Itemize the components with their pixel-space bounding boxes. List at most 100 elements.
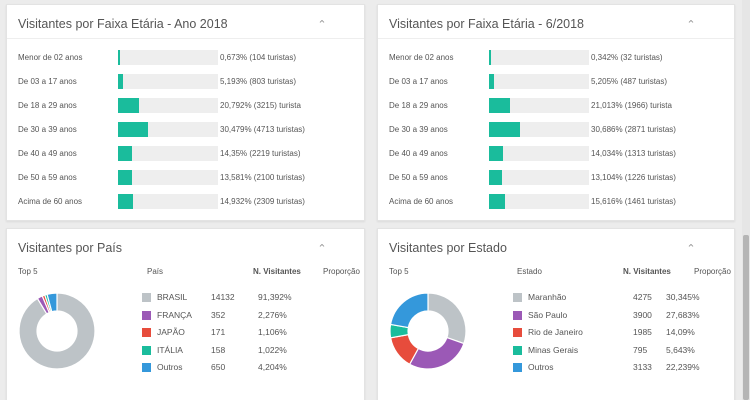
- legend-name: Maranhão: [528, 292, 567, 302]
- legend-name: ITÁLIA: [157, 344, 183, 355]
- age-label: De 50 a 59 anos: [18, 173, 77, 182]
- age-label: De 03 a 17 anos: [18, 77, 77, 86]
- scrollbar-thumb[interactable]: [743, 235, 749, 400]
- age-label: De 40 a 49 anos: [18, 149, 77, 158]
- legend-name: Rio de Janeiro: [528, 327, 583, 337]
- donut-slice-s-o-paulo[interactable]: [408, 336, 465, 370]
- bar-track: [489, 50, 589, 65]
- bar-track: [118, 50, 218, 65]
- bar-value-label: 20,792% (3215) turista: [220, 101, 301, 110]
- bar-value-label: 0,342% (32 turistas): [591, 53, 663, 62]
- legend-swatch: [513, 293, 522, 302]
- legend-share: 1,106%: [258, 327, 287, 337]
- bar-fill: [489, 170, 503, 185]
- panel-title: Visitantes por Faixa Etária - 6/2018: [389, 17, 585, 31]
- legend-swatch: [142, 310, 151, 320]
- legend-share: 5,643%: [666, 344, 695, 355]
- bar-track: [118, 170, 218, 185]
- age-label: De 18 a 29 anos: [18, 101, 77, 110]
- chevron-up-icon[interactable]: ⌃: [686, 19, 696, 31]
- bar-track: [489, 146, 589, 161]
- age-row: De 30 a 39 anos 30,479% (4713 turistas): [7, 122, 364, 138]
- age-row: De 40 a 49 anos 14,35% (2219 turistas): [7, 146, 364, 162]
- age-panel-062018: Visitantes por Faixa Etária - 6/2018 ⌃ M…: [377, 4, 735, 221]
- chevron-up-icon[interactable]: ⌃: [686, 243, 696, 255]
- bar-value-label: 0,673% (104 turistas): [220, 53, 297, 62]
- legend-row: ITÁLIA 158 1,022%: [142, 344, 337, 358]
- bar-value-label: 15,616% (1461 turistas): [591, 197, 676, 206]
- age-row: De 40 a 49 anos 14,034% (1313 turistas): [378, 146, 734, 162]
- age-row: Acima de 60 anos 15,616% (1461 turistas): [378, 194, 734, 210]
- divider: [378, 38, 734, 39]
- legend-share: 4,204%: [258, 362, 287, 372]
- bar-fill: [118, 122, 149, 137]
- chevron-up-icon[interactable]: ⌃: [317, 243, 327, 255]
- top-label: Top 5: [18, 267, 38, 276]
- age-label: Acima de 60 anos: [389, 197, 454, 206]
- bar-fill: [118, 146, 133, 161]
- age-row: Menor de 02 anos 0,342% (32 turistas): [378, 50, 734, 66]
- bar-fill: [489, 194, 505, 209]
- legend-row: Outros 3133 22,239%: [513, 361, 708, 375]
- col-visitors-header: N. Visitantes: [253, 267, 301, 276]
- legend-name: São Paulo: [528, 309, 568, 320]
- bar-fill: [489, 146, 504, 161]
- top-label: Top 5: [389, 267, 409, 276]
- legend-row: Maranhão 4275 30,345%: [513, 291, 708, 305]
- bar-fill: [118, 50, 120, 65]
- bar-value-label: 21,013% (1966) turista: [591, 101, 672, 110]
- age-label: De 18 a 29 anos: [389, 101, 448, 110]
- bar-fill: [118, 74, 124, 89]
- bar-track: [489, 122, 589, 137]
- state-panel: Visitantes por Estado ⌃ Top 5 Estado N. …: [377, 228, 735, 400]
- country-panel: Visitantes por País ⌃ Top 5 País N. Visi…: [6, 228, 365, 400]
- legend-name: Outros: [528, 362, 554, 372]
- bar-value-label: 5,193% (803 turistas): [220, 77, 297, 86]
- chevron-up-icon[interactable]: ⌃: [317, 19, 327, 31]
- bar-value-label: 30,686% (2871 turistas): [591, 125, 676, 134]
- age-label: De 30 a 39 anos: [389, 125, 448, 134]
- bar-value-label: 13,581% (2100 turistas): [220, 173, 305, 182]
- legend-visitors: 14132: [211, 292, 235, 302]
- legend-share: 1,022%: [258, 344, 287, 355]
- page-scrollbar[interactable]: [742, 0, 750, 400]
- legend-row: Rio de Janeiro 1985 14,09%: [513, 326, 708, 340]
- age-row: De 03 a 17 anos 5,193% (803 turistas): [7, 74, 364, 90]
- bar-track: [489, 74, 589, 89]
- panel-title: Visitantes por Estado: [389, 241, 507, 255]
- age-row: De 18 a 29 anos 21,013% (1966) turista: [378, 98, 734, 114]
- donut-slice-outros[interactable]: [46, 292, 58, 313]
- bar-fill: [118, 98, 139, 113]
- age-label: Menor de 02 anos: [18, 53, 83, 62]
- bar-fill: [489, 50, 491, 65]
- age-panel-2018: Visitantes por Faixa Etária - Ano 2018 ⌃…: [6, 4, 365, 221]
- bar-value-label: 14,932% (2309 turistas): [220, 197, 305, 206]
- legend-row: BRASIL 14132 91,392%: [142, 291, 337, 305]
- legend-name: FRANÇA: [157, 309, 192, 320]
- legend-visitors: 650: [211, 362, 226, 372]
- bar-value-label: 5,205% (487 turistas): [591, 77, 668, 86]
- age-row: De 50 a 59 anos 13,104% (1226 turistas): [378, 170, 734, 186]
- bar-fill: [489, 74, 495, 89]
- country-donut-chart: [18, 292, 96, 370]
- legend-visitors: 3133: [633, 362, 652, 372]
- legend-swatch: [513, 363, 522, 372]
- col-visitors-header: N. Visitantes: [623, 267, 671, 276]
- col-name-header: País: [147, 267, 164, 276]
- legend-share: 2,276%: [258, 309, 287, 320]
- donut-slice-maranh-o[interactable]: [427, 292, 467, 345]
- age-row: Acima de 60 anos 14,932% (2309 turistas): [7, 194, 364, 210]
- age-row: Menor de 02 anos 0,673% (104 turistas): [7, 50, 364, 66]
- donut-slice-brasil[interactable]: [18, 292, 96, 370]
- bar-track: [118, 194, 218, 209]
- divider: [7, 38, 364, 39]
- age-row: De 03 a 17 anos 5,205% (487 turistas): [378, 74, 734, 90]
- donut-slice-outros[interactable]: [389, 292, 429, 329]
- legend-row: São Paulo 3900 27,683%: [513, 309, 708, 323]
- bar-fill: [118, 170, 132, 185]
- panel-title: Visitantes por Faixa Etária - Ano 2018: [18, 17, 228, 31]
- legend-visitors: 4275: [633, 292, 652, 302]
- legend-visitors: 158: [211, 344, 226, 355]
- bar-value-label: 30,479% (4713 turistas): [220, 125, 305, 134]
- bar-track: [118, 74, 218, 89]
